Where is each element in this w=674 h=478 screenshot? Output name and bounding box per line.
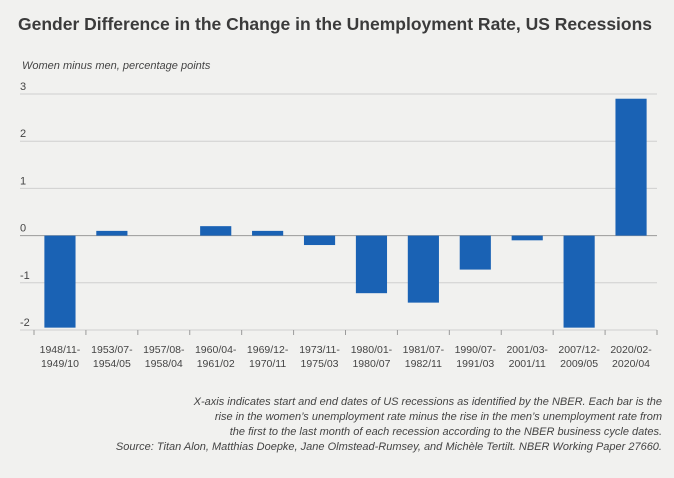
x-tick-label: 1969/12- [247,344,289,356]
x-tick-label: 1954/05 [93,358,131,370]
x-tick-label: 2001/11 [509,358,546,370]
x-tick-label: 1980/01- [351,344,393,356]
bar [511,235,543,241]
bar [459,235,491,270]
note-source: Source: Titan Alon, Matthias Doepke, Jan… [115,441,662,453]
y-tick-label: -2 [20,317,30,329]
x-tick-label: 1981/07- [403,344,445,356]
bar [44,235,76,328]
bar [252,230,284,236]
x-tick-label: 1961/02 [197,358,235,370]
chart-note: X-axis indicates start and end dates of … [62,395,662,455]
x-tick-label: 2007/12- [558,344,600,356]
x-tick-label: 1948/11- [40,344,81,356]
y-tick-label: 3 [20,81,26,93]
bar [407,235,439,303]
bar [615,98,647,236]
x-tick-label: 1975/03 [301,358,339,370]
note-line: rise in the women’s unemployment rate mi… [214,411,662,423]
x-tick-label: 1970/11 [249,358,286,370]
bar [200,226,232,236]
x-tick-label: 1973/11- [299,344,340,356]
x-tick-label: 1958/04 [145,358,183,370]
y-tick-label: 1 [20,175,26,187]
note-line: X-axis indicates start and end dates of … [193,396,662,408]
x-tick-label: 1991/03 [456,358,494,370]
bar [563,235,595,328]
bar [96,230,128,236]
x-tick-label: 1960/04- [195,344,237,356]
chart-title: Gender Difference in the Change in the U… [18,14,653,34]
bar [355,235,388,294]
x-tick-label: 1990/07- [455,344,497,356]
gridlines [20,93,658,335]
x-tick-labels: 1948/11- 1949/10 1953/07- 1954/05 1957/08- 19… [40,344,653,370]
bars [44,98,647,328]
y-tick-label: -1 [20,270,30,282]
x-tick-label: 1980/07 [352,358,390,370]
x-tick-label: 2001/03- [506,344,548,356]
x-tick-label: 2020/04 [612,358,650,370]
x-tick-label: 2009/05 [560,358,598,370]
x-tick-label: 1953/07- [91,344,133,356]
note-line: the first to the last month of each rece… [229,426,662,438]
y-tick-labels: 3 2 1 0 -1 -2 [20,81,30,329]
y-tick-label: 2 [20,128,26,140]
bar [303,235,336,246]
x-tick-label: 1949/10 [41,358,79,370]
y-tick-label: 0 [20,223,26,235]
x-tick-label: 1957/08- [143,344,185,356]
x-tick-label: 1982/11 [405,358,442,370]
y-axis-label: Women minus men, percentage points [22,60,211,72]
x-tick-label: 2020/02- [610,344,652,356]
